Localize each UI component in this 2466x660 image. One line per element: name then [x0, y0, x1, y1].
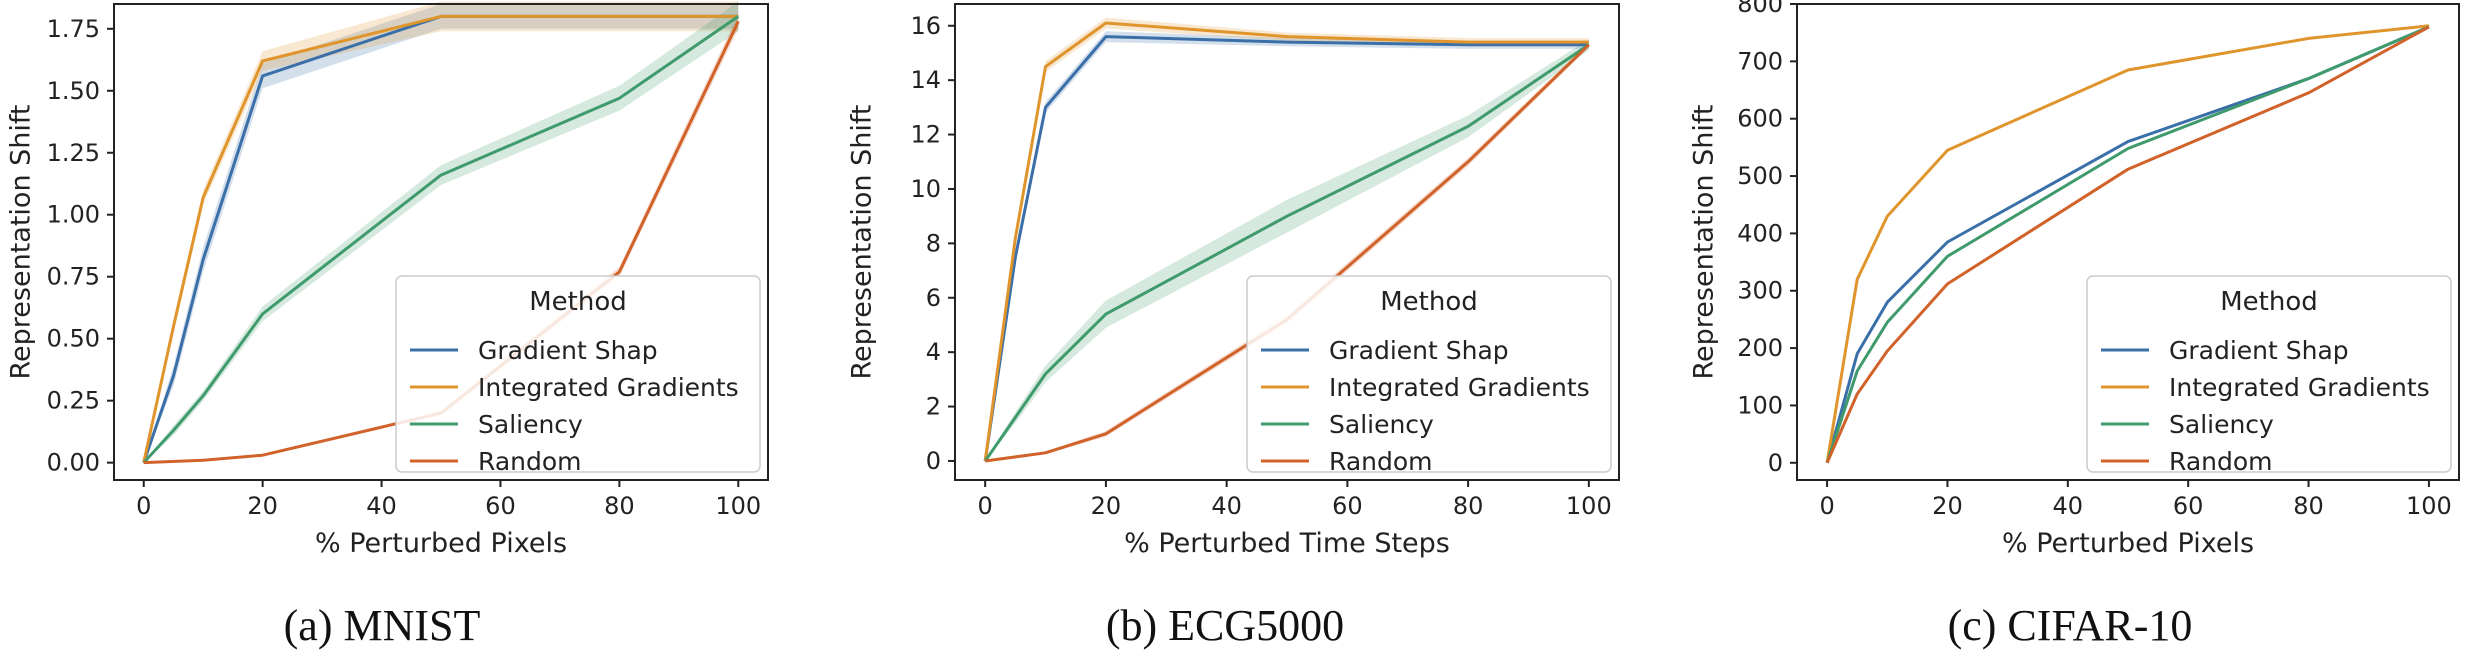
plot-frame: [954, 3, 1620, 481]
legend: Method Gradient Shap Integrated Gradients S…: [1246, 275, 1612, 476]
y-tick-label: 200: [1737, 334, 1783, 362]
legend-entry: Saliency: [478, 410, 583, 439]
x-tick-label: 20: [1932, 492, 1963, 520]
x-tick-label: 0: [978, 492, 993, 520]
plot-frame: [113, 3, 769, 481]
series-line-integrated-gradients: [142, 14, 739, 463]
y-tick-label: 2: [926, 393, 941, 421]
legend-entry: Saliency: [2169, 410, 2274, 439]
chart-panel-1: 0 20 40 60 80 100 0.00 0.25 0.50 0.75 1.00 1.25 1.50…: [6, 1, 769, 559]
x-tick-label: 100: [2406, 492, 2452, 520]
series-line-saliency: [142, 15, 740, 464]
y-tick-label: 600: [1737, 105, 1783, 133]
x-tick-label: 20: [1091, 492, 1122, 520]
y-tick-label: 1.75: [47, 15, 100, 43]
series-line-integrated-gradients: [1825, 24, 2430, 464]
legend-title: Method: [2220, 287, 2318, 317]
y-tick-label: 12: [910, 121, 941, 149]
y-tick-label: 4: [926, 338, 941, 366]
y-tick-label: 0.50: [47, 325, 100, 353]
x-tick-label: 0: [136, 492, 151, 520]
y-tick-label: 0: [926, 447, 941, 475]
x-tick-label: 80: [1453, 492, 1484, 520]
legend-title: Method: [1380, 287, 1478, 317]
legend-box: [2086, 275, 2452, 473]
y-tick-label: 0.00: [47, 449, 100, 477]
confidence-band-3: [143, 1, 739, 463]
y-tick-label: 6: [926, 284, 941, 312]
chart-panel-2: 0 20 40 60 80 100 0 2 4 6 8 10 12 14 16 % Perturbed Tim…: [847, 3, 1620, 559]
caption-mnist: (a) MNIST: [283, 601, 481, 650]
y-tick-label: 800: [1737, 0, 1783, 18]
y-tick-label: 8: [926, 229, 941, 257]
legend-box: [395, 275, 761, 473]
series-line-integrated-gradients: [983, 21, 1589, 462]
legend-entry: Random: [1329, 447, 1433, 476]
x-tick-label: 20: [247, 492, 278, 520]
y-tick-label: 0.75: [47, 263, 100, 291]
y-tick-label: 0.25: [47, 387, 100, 415]
y-tick-label: 400: [1737, 219, 1783, 247]
y-tick-label: 14: [910, 66, 941, 94]
confidence-band-3: [985, 39, 1589, 462]
y-tick-label: 700: [1737, 47, 1783, 75]
y-tick-label: 100: [1737, 391, 1783, 419]
caption-cifar10: (c) CIFAR-10: [1947, 601, 2193, 650]
x-tick-label: 40: [2053, 492, 2084, 520]
plot-frame: [1796, 3, 2460, 481]
x-axis-label: % Perturbed Pixels: [2002, 528, 2254, 559]
legend-entry: Integrated Gradients: [478, 373, 739, 402]
legend-entry: Gradient Shap: [1329, 336, 1509, 365]
legend-entry: Gradient Shap: [478, 336, 658, 365]
x-tick-label: 60: [485, 492, 516, 520]
y-tick-label: 16: [910, 12, 941, 40]
x-tick-label: 60: [1332, 492, 1363, 520]
y-tick-label: 1.50: [47, 77, 100, 105]
y-axis-label: Representation Shift: [6, 104, 37, 379]
legend-entry: Integrated Gradients: [1329, 373, 1590, 402]
x-tick-label: 60: [2173, 492, 2204, 520]
y-tick-label: 10: [910, 175, 941, 203]
x-tick-label: 100: [1566, 492, 1612, 520]
legend-title: Method: [529, 287, 627, 317]
legend-entry: Integrated Gradients: [2169, 373, 2430, 402]
confidence-band-2: [985, 17, 1589, 461]
x-axis-label: % Perturbed Time Steps: [1124, 528, 1450, 559]
legend: Method Gradient Shap Integrated Gradients S…: [2086, 275, 2452, 476]
caption-ecg5000: (b) ECG5000: [1105, 601, 1345, 650]
series-line-random: [143, 20, 740, 465]
x-tick-label: 80: [2293, 492, 2324, 520]
y-axis-label: Representation Shift: [1689, 104, 1720, 379]
legend-entry: Random: [2169, 447, 2273, 476]
x-axis-label: % Perturbed Pixels: [315, 528, 567, 559]
y-tick-label: 0: [1768, 449, 1783, 477]
chart-panel-3: 0 20 40 60 80 100 0 100 200 300 400 500 600 700 800 % P…: [1689, 0, 2460, 559]
series-line-random: [984, 43, 1590, 463]
y-tick-label: 1.25: [47, 139, 100, 167]
y-tick-label: 500: [1737, 162, 1783, 190]
x-tick-label: 0: [1819, 492, 1834, 520]
x-tick-label: 100: [715, 492, 761, 520]
legend: Method Gradient Shap Integrated Gradients S…: [395, 275, 761, 476]
legend-entry: Saliency: [1329, 410, 1434, 439]
x-tick-label: 80: [604, 492, 635, 520]
series-line-gradient-shap: [983, 35, 1589, 462]
legend-entry: Random: [478, 447, 582, 476]
x-tick-label: 40: [1211, 492, 1242, 520]
legend-box: [1246, 275, 1612, 473]
series-line-saliency: [1825, 25, 2430, 464]
y-tick-label: 1.00: [47, 201, 100, 229]
y-axis-label: Representation Shift: [847, 104, 878, 379]
y-tick-label: 300: [1737, 277, 1783, 305]
x-tick-label: 40: [366, 492, 397, 520]
series-line-random: [1825, 25, 2430, 464]
series-line-saliency: [983, 43, 1590, 462]
legend-entry: Gradient Shap: [2169, 336, 2349, 365]
